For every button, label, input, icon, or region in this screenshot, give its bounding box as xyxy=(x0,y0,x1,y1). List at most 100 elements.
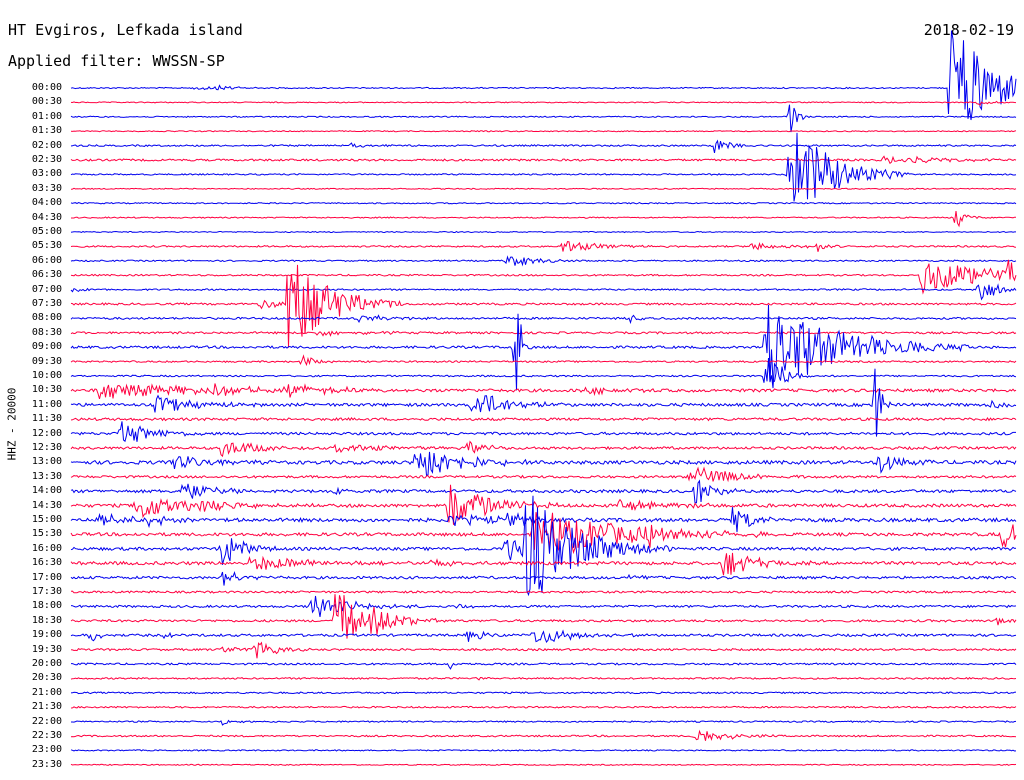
trace-line xyxy=(70,749,1017,752)
trace-line xyxy=(70,763,1017,766)
time-label: 13:00 xyxy=(31,456,62,468)
trace-line xyxy=(70,570,1017,586)
time-label: 18:30 xyxy=(31,614,62,626)
trace-line xyxy=(70,440,1017,458)
trace-line xyxy=(71,211,1017,228)
time-label: 00:30 xyxy=(31,96,62,108)
time-label: 14:30 xyxy=(31,499,62,511)
time-label: 11:00 xyxy=(31,398,62,410)
time-label: 07:30 xyxy=(31,298,62,309)
trace-line xyxy=(70,594,1017,639)
time-label: 21:00 xyxy=(31,686,62,698)
trace-line xyxy=(70,507,1017,533)
time-label: 06:30 xyxy=(31,269,62,281)
trace-line xyxy=(70,100,1017,106)
time-label: 21:30 xyxy=(31,701,62,713)
time-label: 13:30 xyxy=(31,470,62,482)
trace-line xyxy=(70,132,1017,202)
time-label: 16:00 xyxy=(31,542,62,554)
trace-line xyxy=(70,552,1017,576)
time-label: 20:00 xyxy=(31,658,62,669)
trace-line xyxy=(70,241,1017,252)
time-label: 04:00 xyxy=(31,197,62,209)
trace-line xyxy=(70,729,1017,741)
filter-label: Applied filter: WWSSN-SP xyxy=(8,52,225,70)
trace-line xyxy=(70,512,1017,555)
time-axis: 00:00 00:30 01:00 01:30 02:00 02:30 03:00 03:30… xyxy=(0,0,66,780)
time-label: 08:00 xyxy=(31,312,62,324)
time-label: 17:30 xyxy=(31,586,62,597)
time-label: 03:00 xyxy=(31,168,62,180)
time-label: 12:00 xyxy=(31,427,62,439)
trace-line xyxy=(70,255,1017,267)
time-label: 16:30 xyxy=(31,557,62,569)
trace-line xyxy=(70,330,1017,337)
time-label: 11:30 xyxy=(31,413,62,425)
time-label: 17:00 xyxy=(31,571,62,583)
time-label: 15:30 xyxy=(31,528,62,540)
trace-line xyxy=(70,230,1016,234)
date-label: 2018-02-19 xyxy=(923,21,1014,39)
time-label: 10:30 xyxy=(31,384,62,396)
trace-line xyxy=(70,595,1017,617)
time-label: 22:30 xyxy=(31,730,62,741)
trace-line xyxy=(71,662,1017,670)
time-label: 15:00 xyxy=(31,514,62,525)
time-label: 07:00 xyxy=(31,283,62,295)
trace-line xyxy=(70,30,1017,121)
trace-line xyxy=(70,283,1017,301)
trace-line xyxy=(70,304,1017,391)
trace-line xyxy=(70,187,1017,190)
trace-line xyxy=(70,259,1017,295)
trace-line xyxy=(70,676,1017,681)
time-label: 10:00 xyxy=(31,370,62,381)
time-label: 19:30 xyxy=(31,643,62,655)
trace-line xyxy=(70,104,1017,133)
trace-line xyxy=(70,201,1017,205)
time-label: 23:30 xyxy=(31,758,62,770)
trace-line xyxy=(70,641,1017,659)
time-label: 02:30 xyxy=(31,154,62,165)
time-label: 03:30 xyxy=(31,182,62,194)
trace-line xyxy=(70,354,1017,367)
trace-line xyxy=(70,139,1017,154)
time-label: 01:30 xyxy=(31,125,62,137)
trace-line xyxy=(70,495,1017,597)
time-label: 06:00 xyxy=(31,254,62,266)
time-label: 14:00 xyxy=(31,485,62,497)
trace-line xyxy=(70,383,1017,400)
trace-line xyxy=(70,629,1017,643)
trace-line xyxy=(70,691,1017,695)
trace-line xyxy=(70,368,1017,437)
trace-line xyxy=(70,484,1017,525)
trace-line xyxy=(70,130,1017,133)
trace-line xyxy=(70,479,1017,504)
time-label: 08:30 xyxy=(31,326,62,338)
trace-line xyxy=(70,264,1017,348)
station-title: HT Evgiros, Lefkada island xyxy=(8,21,243,39)
trace-line xyxy=(70,357,1017,389)
trace-line xyxy=(70,466,1017,483)
time-label: 05:00 xyxy=(31,226,62,237)
time-label: 05:30 xyxy=(31,240,62,252)
trace-line xyxy=(70,155,1017,165)
time-label: 18:00 xyxy=(31,600,62,612)
time-label: 23:00 xyxy=(31,744,62,756)
time-label: 19:00 xyxy=(31,629,62,641)
time-label: 09:30 xyxy=(31,355,62,367)
time-label: 22:00 xyxy=(31,715,62,727)
time-label: 04:30 xyxy=(31,211,62,223)
time-label: 09:00 xyxy=(31,341,62,353)
time-label: 02:00 xyxy=(31,139,62,151)
time-label: 00:00 xyxy=(31,82,62,93)
trace-line xyxy=(70,417,1017,422)
trace-line xyxy=(70,590,1017,594)
trace-line xyxy=(70,451,1017,477)
trace-line xyxy=(70,421,1016,443)
time-label: 12:30 xyxy=(31,442,62,453)
time-label: 01:00 xyxy=(31,110,62,122)
trace-line xyxy=(70,314,1017,325)
time-label: 20:30 xyxy=(31,672,62,684)
trace-line xyxy=(70,705,1017,709)
